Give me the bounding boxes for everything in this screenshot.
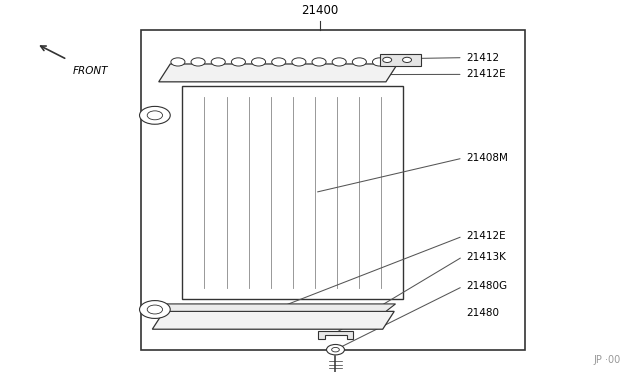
Polygon shape [159,64,397,82]
Circle shape [332,58,346,66]
Text: 21480G: 21480G [466,282,507,291]
Text: JP ·00: JP ·00 [593,355,621,365]
Text: 21412: 21412 [466,53,499,62]
Circle shape [403,57,412,62]
Circle shape [332,347,339,352]
Circle shape [352,58,367,66]
Circle shape [147,305,163,314]
Circle shape [312,58,326,66]
Circle shape [292,58,306,66]
Bar [380,54,421,66]
Circle shape [326,344,344,355]
Circle shape [191,58,205,66]
Circle shape [140,106,170,124]
Polygon shape [152,311,394,329]
Circle shape [372,58,387,66]
Bar [141,30,525,350]
Text: 21413K: 21413K [466,252,506,262]
Circle shape [232,58,246,66]
Text: 21400: 21400 [301,4,339,17]
Text: FRONT: FRONT [72,66,108,76]
Text: 21408M: 21408M [466,153,508,163]
Circle shape [171,58,185,66]
Text: 21412E: 21412E [466,70,506,79]
Text: 21412E: 21412E [466,231,506,241]
Bar [182,86,403,299]
Circle shape [140,301,170,318]
Circle shape [211,58,225,66]
Circle shape [383,57,392,62]
Circle shape [252,58,266,66]
Circle shape [147,111,163,120]
Polygon shape [318,331,353,339]
Polygon shape [156,304,396,311]
Text: 21480: 21480 [466,308,499,318]
Circle shape [272,58,286,66]
